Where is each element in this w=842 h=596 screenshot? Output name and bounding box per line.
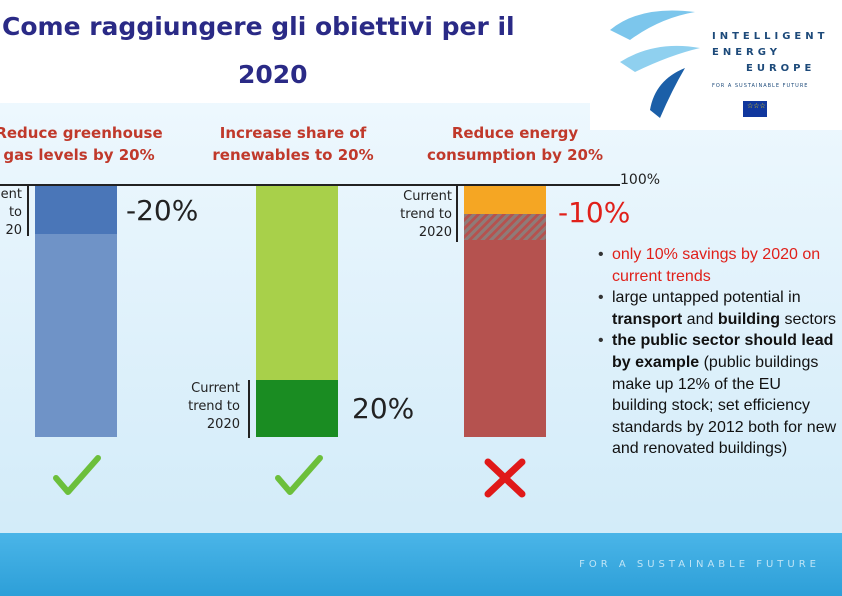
check-icon [275,455,323,495]
heading-renewables-line-1: Increase share of [219,124,367,142]
energy-target-label: -10% [558,196,631,229]
renewables-current-segment [256,380,338,437]
heading-energy-line-1: Reduce energy [451,124,579,142]
bullet-text: only 10% savings by 2020 on current tren… [612,246,821,285]
energy-trend-line-1: Current [403,189,452,204]
bullet-item: the public sector should lead by example… [598,330,838,460]
renewables-trend-label: Current trend to 2020 [170,380,240,434]
bullet-text: large untapped potential in [612,289,801,307]
energy-trend-line-2: trend to [400,207,452,222]
logo-subtitle: FOR A SUSTAINABLE FUTURE [712,83,809,89]
renewables-trend-line-3: 2020 [206,417,240,432]
footer-bar: FOR A SUSTAINABLE FUTURE [0,533,842,596]
logo-line-2: ENERGY [712,47,781,58]
bullet-item: large untapped potential in transport an… [598,287,838,330]
energy-bar [464,240,546,437]
bullet-text: (public buildings make up 12% of the EU … [612,353,837,458]
energy-trend-hatched-segment [464,214,546,240]
bullet-bold-text: transport [612,310,683,328]
energy-trend-label: Current trend to 2020 [380,188,452,242]
energy-trend-line-3: 2020 [418,225,452,240]
title-line-2: 2020 [238,60,308,89]
ghg-trend-line-1: ent [0,187,22,202]
logo-line-1: INTELLIGENT [712,31,829,42]
heading-greenhouse: Reduce greenhouse gas levels by 20% [0,122,172,166]
heading-renewables-line-2: renewables to 20% [212,146,374,164]
cross-icon [484,458,526,498]
ghg-target-label: -20% [126,194,199,227]
bullet-text: and [682,310,718,328]
eu-flag-icon: ☆☆☆ [743,101,767,117]
ghg-bar-trend-segment [35,186,117,234]
check-icon [53,455,101,495]
bullet-list: only 10% savings by 2020 on current tren… [598,244,838,460]
heading-energy-line-2: consumption by 20% [426,146,603,164]
renewables-trend-arrow [248,380,250,438]
heading-energy: Reduce energy consumption by 20% [410,122,620,166]
ghg-trend-line-3: 20 [5,223,22,238]
baseline-100-line [0,184,620,186]
renewables-trend-line-1: Current [191,381,240,396]
baseline-label: 100% [620,172,661,188]
bullet-item: only 10% savings by 2020 on current tren… [598,244,838,287]
title-line-1: Come raggiungere gli obiettivi per il [2,12,515,41]
footer-text: FOR A SUSTAINABLE FUTURE [579,559,820,570]
heading-greenhouse-line-1: Reduce greenhouse [0,124,163,142]
intelligent-energy-logo-icon [610,10,700,118]
ghg-trend-arrow [27,186,29,236]
logo-wordmark: INTELLIGENT ENERGY EUROPE [712,29,828,77]
renewables-trend-line-2: trend to [188,399,240,414]
heading-renewables: Increase share of renewables to 20% [200,122,386,166]
bullet-bold-text: building [717,310,781,328]
renewables-bar [256,186,338,380]
renewables-target-label: 20% [352,392,415,425]
ghg-bar [35,234,117,437]
ghg-trend-line-2: to [8,205,22,220]
energy-target-gap-segment [464,186,546,214]
bullet-bold-text: the public sector should lead by example [612,332,834,371]
ghg-trend-label: ent to 20 [0,186,22,240]
logo-line-3: EUROPE [746,63,816,74]
heading-greenhouse-line-2: gas levels by 20% [3,146,155,164]
energy-trend-arrow [456,186,458,242]
bullet-text: sectors [780,310,837,328]
